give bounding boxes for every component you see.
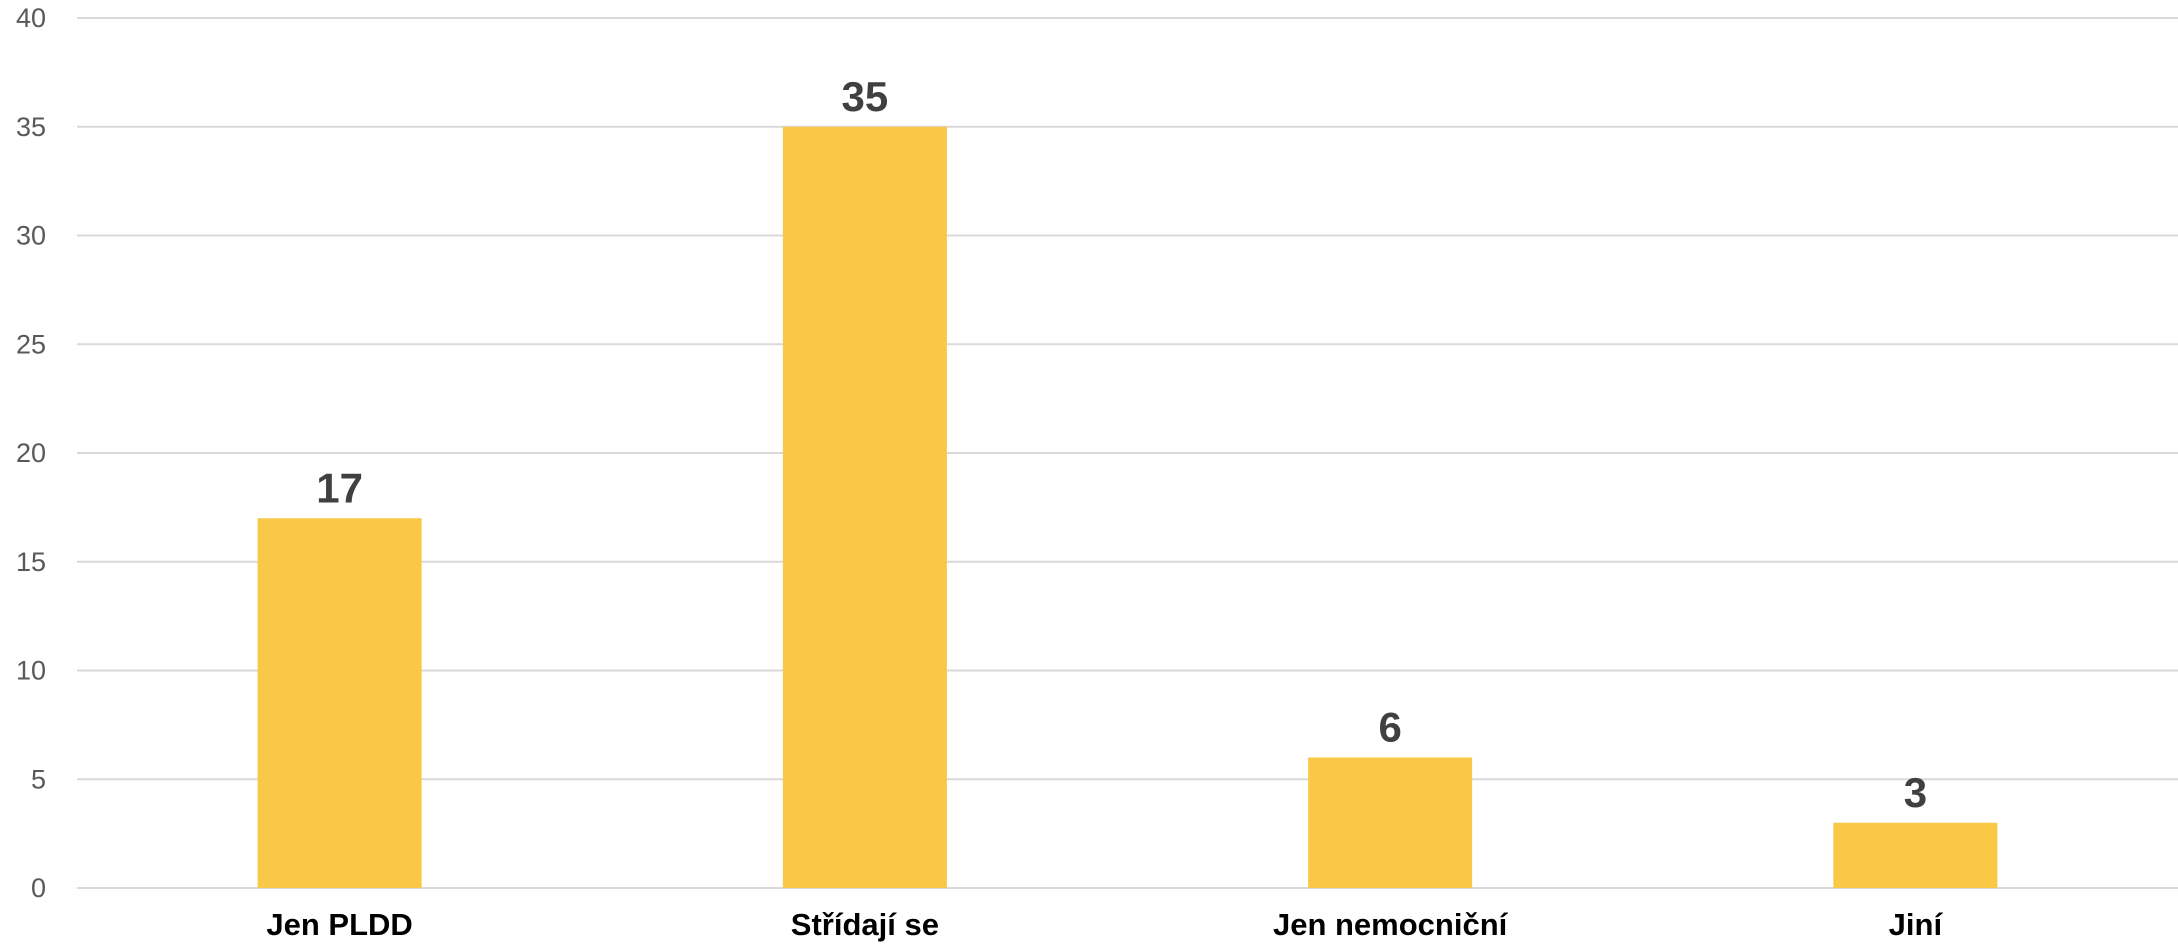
y-tick-label-35: 35 [16,112,46,142]
data-labels: 17 35 6 3 [316,73,1927,816]
bar-4 [1833,822,1998,888]
gridlines [77,17,2178,889]
y-tick-label-15: 15 [16,547,46,577]
y-tick-label-25: 25 [16,329,46,359]
bars [257,126,1998,888]
y-tick-label-20: 20 [16,438,46,468]
y-axis-ticks: 0 5 10 15 20 25 30 35 40 [16,3,46,903]
x-axis-labels: Jen PLDD Střídají se Jen nemocniční Jiní [266,907,1943,942]
y-tick-label-0: 0 [31,873,46,903]
bar-2 [782,126,947,888]
bar-3 [1308,757,1473,888]
category-label-4: Jiní [1889,907,1944,942]
y-tick-label-5: 5 [31,764,46,794]
y-tick-label-30: 30 [16,221,46,251]
bar-1 [257,518,422,888]
data-label-2: 35 [842,73,889,120]
category-label-2: Střídají se [791,907,939,942]
y-tick-label-10: 10 [16,656,46,686]
y-tick-label-40: 40 [16,3,46,33]
data-label-4: 3 [1904,769,1927,816]
data-label-1: 17 [316,464,363,511]
category-label-3: Jen nemocniční [1273,907,1509,942]
category-label-1: Jen PLDD [266,907,412,942]
data-label-3: 6 [1378,704,1401,751]
